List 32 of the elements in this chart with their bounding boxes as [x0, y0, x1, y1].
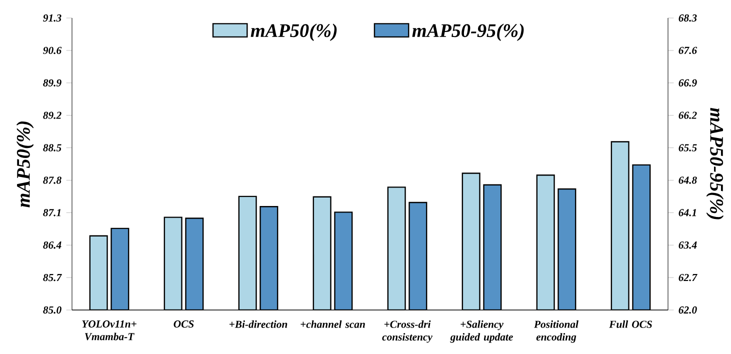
y-axis-title: mAP50(%): [16, 122, 34, 208]
x-tick-label: +Saliency guided update: [450, 320, 513, 343]
y2-tick-label: 65.5: [678, 144, 697, 152]
x-tick-label: YOLOv11n+ Vmamba-T: [82, 320, 136, 340]
x-tick-label: +Cross-dri consistency: [382, 320, 432, 343]
y2-tick-label: 64.8: [678, 176, 697, 184]
y-tick-label: 90.6: [43, 46, 62, 54]
y2-axis-title: mAP50-95(%): [706, 108, 724, 220]
y2-tick-label: 62.7: [678, 274, 698, 282]
y2-tick-label: 68.3: [678, 14, 697, 22]
y2-tick-label: 63.4: [678, 242, 697, 249]
y2-tick-label: 66.9: [678, 79, 697, 86]
x-tick-label: OCS: [174, 320, 194, 328]
legend-label: mAP50-95(%): [412, 24, 524, 42]
y-tick-label: 85.7: [43, 274, 62, 282]
y-tick-label: 88.5: [43, 144, 62, 152]
y-tick-label: 91.3: [43, 14, 62, 22]
x-tick-label: Full OCS: [609, 320, 652, 328]
y2-tick-label: 62.0: [678, 306, 697, 314]
y-tick-label: 89.9: [43, 79, 62, 87]
x-tick-label: Positional encoding: [534, 320, 578, 343]
y-tick-label: 87.8: [43, 176, 62, 184]
x-tick-label: +channel scan: [300, 320, 365, 328]
legend-label: mAP50(%): [250, 24, 337, 42]
y2-tick-label: 64.1: [678, 209, 696, 216]
y-tick-label: 85.0: [43, 306, 62, 314]
y-tick-label: 89.2: [43, 112, 62, 119]
y-tick-label: 87.1: [43, 209, 61, 216]
x-tick-label: +Bi-direction: [229, 320, 288, 328]
y-tick-label: 86.4: [43, 241, 62, 249]
y2-tick-label: 67.6: [678, 46, 698, 54]
y2-tick-label: 66.2: [678, 112, 697, 119]
